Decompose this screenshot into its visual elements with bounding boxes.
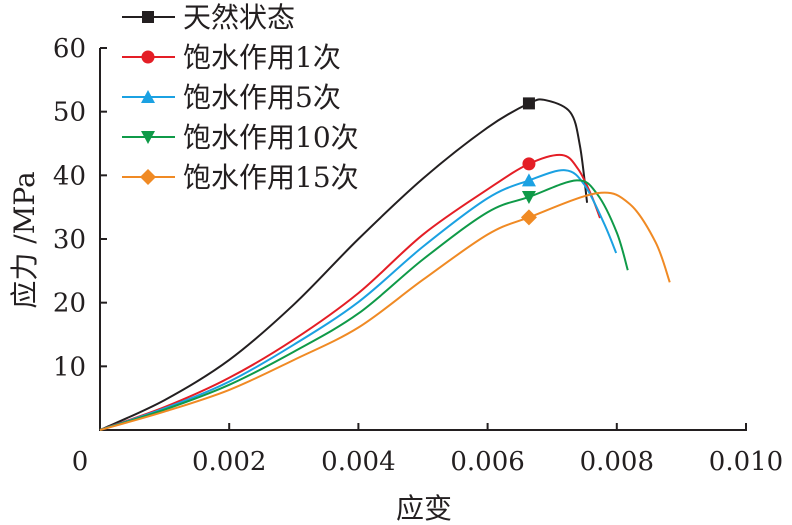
- series-0: [99, 97, 589, 431]
- circle-marker: [141, 50, 155, 64]
- y-tick-label: 20: [53, 289, 86, 319]
- x-tick-label: 0.004: [321, 447, 395, 477]
- x-axis-label: 应变: [396, 492, 452, 525]
- legend-item: 饱水作用1次: [122, 41, 341, 74]
- series-2: [99, 169, 618, 431]
- series-4: [99, 191, 671, 431]
- legend-item: 饱水作用15次: [122, 161, 359, 194]
- diamond-marker: [140, 169, 156, 185]
- legend-item: 天然状态: [122, 1, 295, 34]
- series-1: [99, 153, 601, 431]
- legend-item: 饱水作用10次: [122, 121, 359, 154]
- series-line: [99, 153, 601, 431]
- series-line: [99, 191, 671, 431]
- series-line: [99, 179, 629, 431]
- x-tick-label: 0.002: [192, 447, 266, 477]
- x-tick-label: 0.006: [450, 447, 524, 477]
- y-axis-label: 应力 /MPa: [8, 171, 41, 308]
- y-tick-label: 10: [53, 352, 86, 382]
- y-tick-label: 50: [53, 98, 86, 128]
- legend-label: 饱水作用15次: [183, 161, 359, 194]
- square-marker: [142, 11, 154, 23]
- series-3: [99, 179, 629, 431]
- y-tick-label: 30: [53, 225, 86, 255]
- legend-label: 饱水作用1次: [183, 41, 341, 74]
- diamond-marker: [520, 209, 537, 226]
- square-marker: [522, 97, 535, 110]
- y-tick-label: 60: [53, 34, 86, 64]
- x-tick-label: 0.008: [580, 447, 654, 477]
- triangle-down-marker: [141, 131, 155, 144]
- series-line: [99, 98, 589, 431]
- legend-item: 饱水作用5次: [122, 81, 341, 114]
- x-tick-label: 0.010: [709, 447, 783, 477]
- triangle-down-marker: [521, 190, 536, 204]
- legend-label: 饱水作用5次: [183, 81, 341, 114]
- series-line: [99, 169, 618, 431]
- legend-label: 天然状态: [183, 1, 295, 34]
- y-tick-label: 40: [53, 161, 86, 191]
- triangle-up-marker: [521, 173, 536, 187]
- circle-marker: [522, 157, 536, 171]
- legend-label: 饱水作用10次: [183, 121, 359, 154]
- triangle-up-marker: [141, 90, 155, 103]
- origin-label: 0: [72, 447, 89, 477]
